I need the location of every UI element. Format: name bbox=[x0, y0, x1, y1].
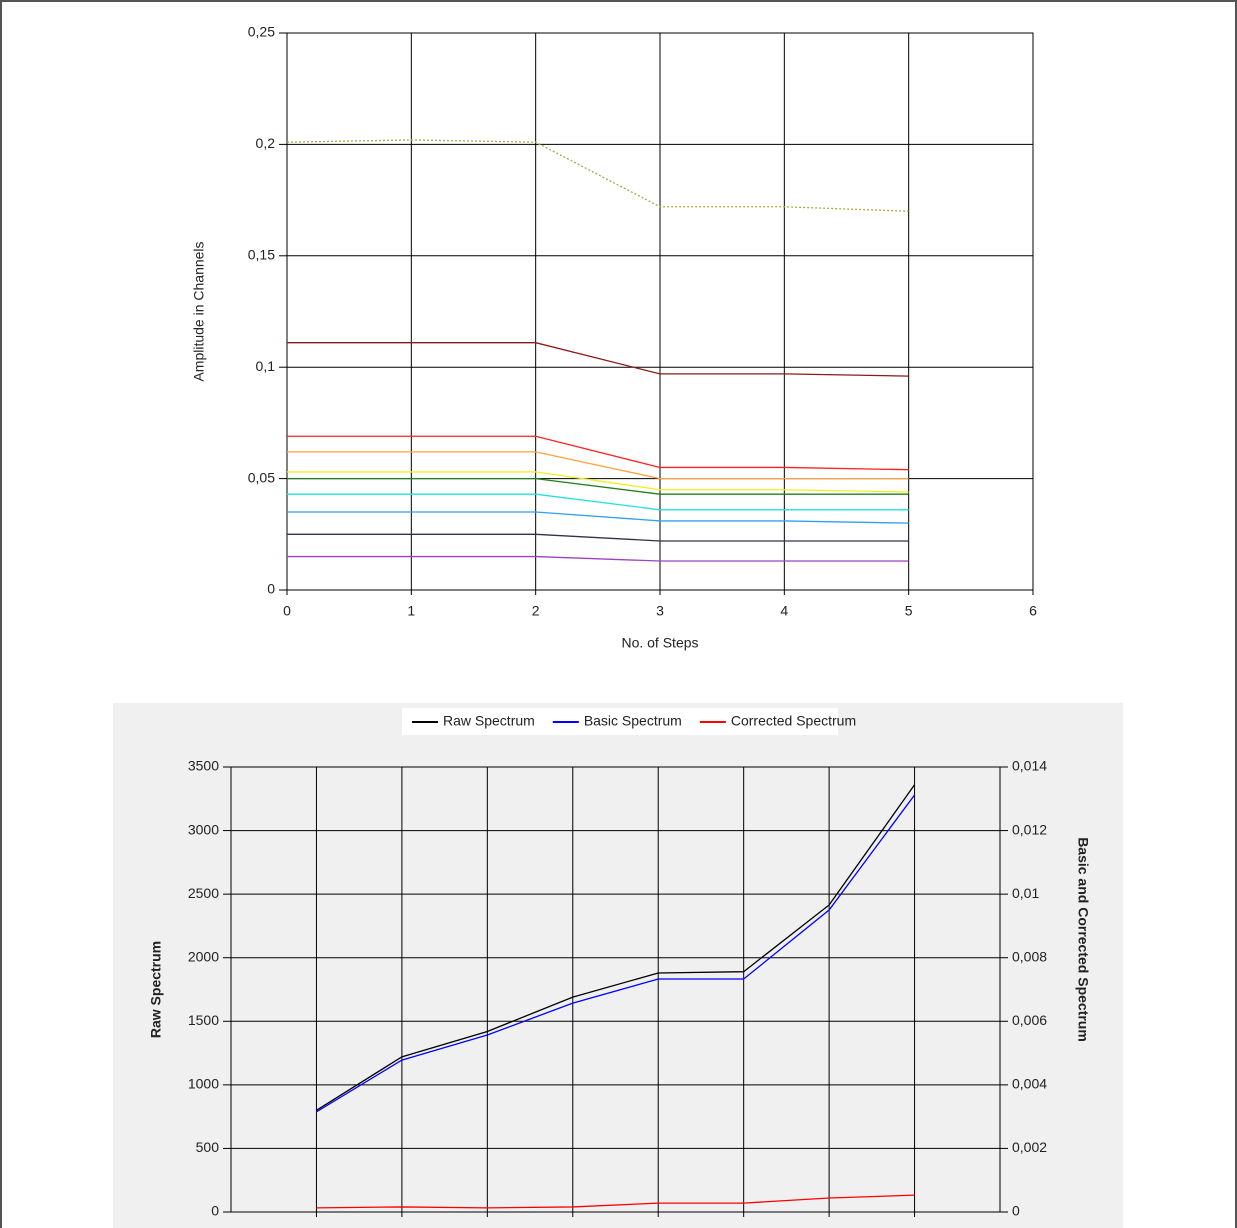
plot-frame bbox=[230, 766, 1001, 1213]
x-tick-label: 2 bbox=[532, 603, 540, 619]
y-tick-label: 0,1 bbox=[256, 358, 276, 374]
series-line bbox=[287, 477, 909, 495]
x-tick-label: 0 bbox=[283, 603, 291, 619]
y2-tick-label: 0,008 bbox=[1012, 948, 1047, 964]
series-line bbox=[287, 533, 909, 542]
y-axis-label: Amplitude in Channels bbox=[191, 241, 207, 381]
chart-background bbox=[113, 703, 1123, 1228]
y-tick-label: 3500 bbox=[188, 758, 219, 774]
y-tick-label: 2000 bbox=[188, 948, 219, 964]
series-line bbox=[316, 784, 916, 1111]
y2-tick-label: 0,012 bbox=[1012, 821, 1047, 837]
legend-label: Raw Spectrum bbox=[443, 713, 535, 729]
y-tick-label: 0,2 bbox=[256, 135, 276, 151]
y-tick-label: 1500 bbox=[188, 1012, 219, 1028]
y-tick-label: 3000 bbox=[188, 821, 219, 837]
x-tick-label: 3 bbox=[656, 603, 664, 619]
series-line bbox=[316, 1194, 915, 1209]
x-tick-label: 4 bbox=[780, 603, 788, 619]
series-line bbox=[287, 511, 909, 524]
legend-label: Basic Spectrum bbox=[584, 713, 682, 729]
y2-tick-label: 0,01 bbox=[1012, 885, 1039, 901]
x-axis-label: No. of Steps bbox=[621, 635, 698, 651]
x-tick-label: 5 bbox=[905, 603, 913, 619]
y-tick-label: 0,05 bbox=[248, 469, 275, 485]
series-line bbox=[287, 342, 909, 377]
y-tick-label: 2500 bbox=[188, 885, 219, 901]
y-tick-label: 500 bbox=[196, 1139, 220, 1155]
y-tick-label: 1000 bbox=[188, 1076, 219, 1092]
y-axis-label: Raw Spectrum bbox=[148, 941, 164, 1038]
y-tick-label: 0,25 bbox=[248, 24, 275, 40]
plot-frame bbox=[286, 32, 1034, 591]
series-line bbox=[316, 794, 916, 1113]
series-line bbox=[287, 471, 909, 493]
series-line bbox=[287, 555, 909, 562]
series-line bbox=[286, 139, 909, 212]
y2-tick-label: 0,006 bbox=[1012, 1012, 1047, 1028]
x-tick-label: 1 bbox=[407, 603, 415, 619]
y-tick-label: 0,15 bbox=[248, 247, 275, 263]
y2-tick-label: 0 bbox=[1012, 1203, 1020, 1219]
y-tick-label: 0 bbox=[211, 1203, 219, 1219]
y2-tick-label: 0,004 bbox=[1012, 1076, 1047, 1092]
y2-tick-label: 0,014 bbox=[1012, 758, 1047, 774]
legend-label: Corrected Spectrum bbox=[731, 713, 856, 729]
series-line bbox=[287, 493, 909, 511]
x-tick-label: 6 bbox=[1029, 603, 1037, 619]
series-line bbox=[287, 451, 909, 480]
y-tick-label: 0 bbox=[267, 581, 275, 597]
y2-tick-label: 0,002 bbox=[1012, 1139, 1047, 1155]
legend-box bbox=[402, 708, 838, 735]
series-line bbox=[287, 435, 909, 471]
y2-axis-label: Basic and Corrected Spectrum bbox=[1075, 837, 1091, 1042]
